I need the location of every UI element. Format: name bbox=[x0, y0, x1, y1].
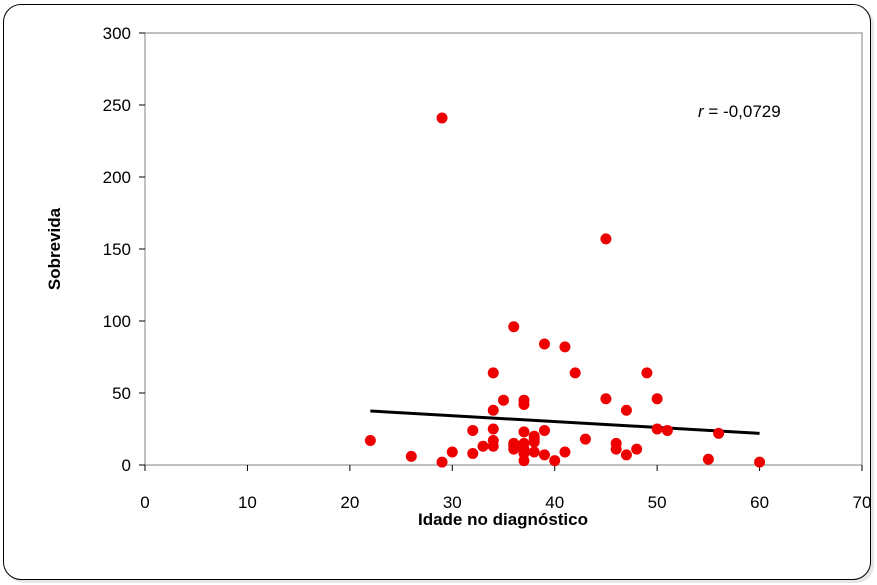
trendline bbox=[370, 409, 760, 435]
x-tick-label: 70 bbox=[853, 493, 872, 512]
y-tick-label: 100 bbox=[103, 312, 131, 331]
x-tick-label: 0 bbox=[140, 493, 149, 512]
data-point bbox=[538, 338, 550, 350]
data-point bbox=[487, 404, 499, 416]
data-point bbox=[487, 367, 499, 379]
y-tick-label: 200 bbox=[103, 168, 131, 187]
data-point bbox=[620, 449, 632, 461]
x-axis-title: Idade no diagnóstico bbox=[418, 510, 588, 529]
data-point bbox=[620, 404, 632, 416]
data-point bbox=[467, 447, 479, 459]
data-point bbox=[651, 393, 663, 405]
data-point bbox=[600, 233, 612, 245]
data-point bbox=[713, 427, 725, 439]
data-points bbox=[364, 112, 766, 468]
x-tick-label: 60 bbox=[750, 493, 769, 512]
data-point bbox=[477, 440, 489, 452]
data-point bbox=[518, 399, 530, 411]
y-tick-label: 50 bbox=[112, 384, 131, 403]
data-point bbox=[641, 367, 653, 379]
data-point bbox=[487, 440, 499, 452]
x-axis: 0 10 20 30 40 50 60 70 bbox=[140, 465, 871, 512]
data-point bbox=[538, 449, 550, 461]
data-point bbox=[610, 443, 622, 455]
y-axis: 0 50 100 150 200 250 300 bbox=[103, 24, 145, 475]
correlation-annotation: r = -0,0729 bbox=[698, 102, 781, 121]
x-tick-label: 30 bbox=[443, 493, 462, 512]
data-point bbox=[518, 455, 530, 467]
y-axis-title: Sobrevida bbox=[45, 207, 64, 290]
data-point bbox=[569, 367, 581, 379]
data-point bbox=[651, 423, 663, 435]
data-point bbox=[436, 112, 448, 124]
data-point bbox=[528, 436, 540, 448]
data-point bbox=[549, 455, 561, 467]
data-point bbox=[528, 446, 540, 458]
y-tick-label: 250 bbox=[103, 96, 131, 115]
data-point bbox=[518, 426, 530, 438]
data-point bbox=[364, 435, 376, 447]
y-tick-label: 300 bbox=[103, 24, 131, 43]
data-point bbox=[498, 394, 509, 406]
data-point bbox=[446, 446, 458, 458]
data-point bbox=[661, 424, 673, 436]
data-point bbox=[436, 456, 448, 468]
y-tick-label: 150 bbox=[103, 240, 131, 259]
data-point bbox=[487, 423, 499, 435]
data-point bbox=[702, 453, 714, 465]
x-tick-label: 10 bbox=[238, 493, 257, 512]
x-tick-label: 20 bbox=[340, 493, 359, 512]
data-point bbox=[405, 450, 417, 462]
plot-area bbox=[144, 32, 863, 466]
y-tick-label: 0 bbox=[122, 456, 131, 475]
data-point bbox=[579, 433, 591, 445]
data-point bbox=[600, 393, 612, 405]
data-point bbox=[538, 424, 550, 436]
data-point bbox=[559, 446, 571, 458]
data-point bbox=[559, 341, 571, 353]
data-point bbox=[754, 456, 766, 468]
data-point bbox=[631, 443, 643, 455]
x-tick-label: 40 bbox=[545, 493, 564, 512]
data-point bbox=[508, 443, 520, 455]
x-tick-label: 50 bbox=[648, 493, 667, 512]
data-point bbox=[508, 321, 520, 333]
data-point bbox=[467, 424, 479, 436]
